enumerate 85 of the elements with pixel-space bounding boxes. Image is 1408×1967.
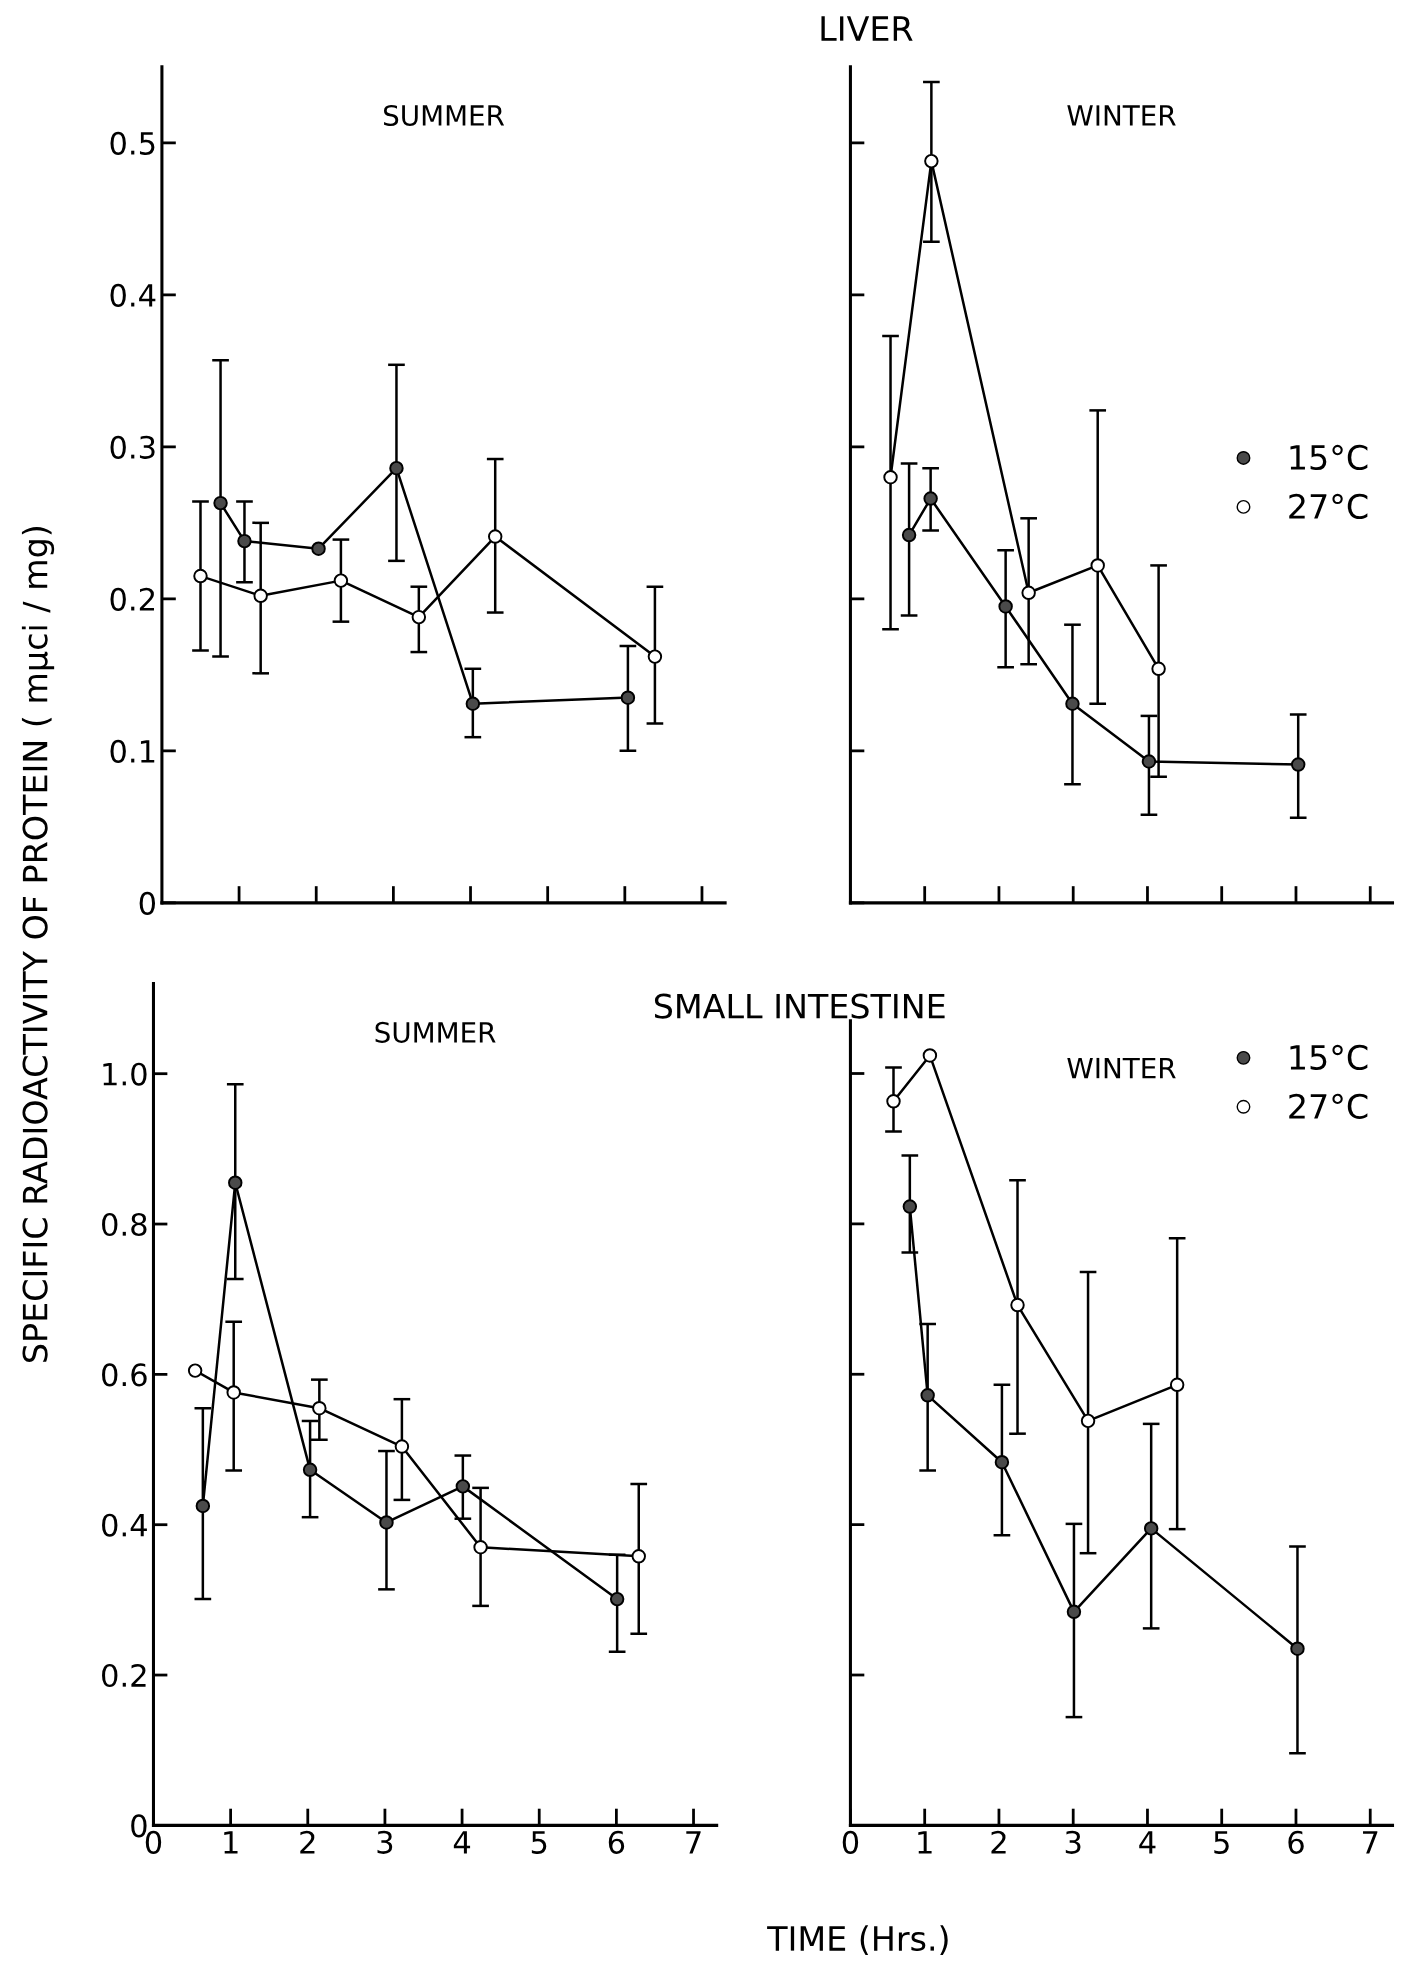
y-tick-label: 0.2 <box>110 587 154 611</box>
point <box>394 1439 410 1454</box>
x-tick-label: 7 <box>686 1831 701 1854</box>
point <box>1010 1297 1025 1313</box>
point <box>1143 1521 1159 1536</box>
x-tick-label: 6 <box>1288 1830 1304 1854</box>
legend-label: 15°C <box>1290 1044 1368 1071</box>
x-tick-label: 3 <box>1065 1830 1081 1854</box>
legend-label: 27°C <box>1289 1093 1368 1119</box>
x-tick-label: 2 <box>300 1830 315 1854</box>
point <box>920 1388 935 1403</box>
point <box>195 1498 211 1514</box>
point <box>312 1400 327 1416</box>
x-tick-label: 6 <box>608 1830 625 1854</box>
y-tick-label: 0.1 <box>110 739 155 763</box>
y-tick-label: 1.0 <box>103 1062 147 1086</box>
y-axis-title: SPECIFIC RADIOACTIVITY OF PROTEIN ( mμci / mg) <box>21 527 55 1362</box>
point <box>922 1048 938 1063</box>
y-tick-label: 0.2 <box>102 1663 146 1688</box>
y-tick-label: 0.5 <box>110 131 155 155</box>
x-tick-label: 1 <box>224 1831 238 1854</box>
point <box>883 470 898 485</box>
point <box>187 1363 203 1378</box>
y-tick-label: 0.4 <box>110 283 156 307</box>
point <box>620 690 636 705</box>
point <box>647 649 663 664</box>
point <box>193 568 208 584</box>
point <box>902 1199 918 1214</box>
point <box>228 1175 243 1190</box>
point <box>1021 585 1036 600</box>
point <box>1290 1641 1305 1656</box>
point <box>1065 696 1080 711</box>
y-tick-label: 0.3 <box>110 435 155 459</box>
point <box>923 491 938 506</box>
point <box>379 1515 394 1530</box>
x-axis-title: TIME (Hrs.) <box>767 1925 948 1956</box>
point <box>253 588 268 604</box>
legend-label: 27°C <box>1289 493 1368 519</box>
point <box>411 609 427 625</box>
point <box>631 1549 646 1564</box>
point <box>465 696 481 711</box>
point <box>1090 558 1105 573</box>
point <box>886 1094 901 1109</box>
point <box>1169 1377 1185 1392</box>
y-tick-label: 0.8 <box>102 1212 147 1237</box>
x-tick-label: 1 <box>918 1831 932 1854</box>
point <box>455 1479 471 1494</box>
point <box>302 1462 318 1478</box>
point <box>1066 1604 1082 1620</box>
point <box>1141 754 1157 769</box>
x-tick-label: 3 <box>377 1830 393 1854</box>
point <box>213 495 228 511</box>
point <box>609 1591 625 1607</box>
y-tick-label: 0.4 <box>102 1513 147 1537</box>
y-tick-label: 0 <box>139 891 156 915</box>
point <box>998 599 1013 614</box>
point <box>226 1385 241 1400</box>
point <box>1080 1413 1096 1429</box>
point <box>994 1455 1010 1470</box>
text: WINTER <box>1067 1057 1176 1079</box>
x-tick-label: 4 <box>453 1831 471 1854</box>
point <box>924 153 939 169</box>
text: SUMMER <box>375 1021 496 1043</box>
x-tick-label: 7 <box>1363 1831 1378 1854</box>
point <box>237 533 252 549</box>
point <box>487 529 503 544</box>
x-tick-label: 2 <box>991 1830 1006 1854</box>
x-tick-label: 5 <box>1214 1831 1229 1854</box>
legend-label: 15°C <box>1290 444 1368 471</box>
text: LIVER <box>821 16 913 41</box>
x-tick-label: 4 <box>1139 1831 1156 1854</box>
text: WINTER <box>1067 105 1176 126</box>
y-tick-label: 0.6 <box>102 1363 147 1387</box>
point <box>389 460 404 476</box>
point <box>311 541 326 556</box>
x-tick-label: 5 <box>531 1831 547 1854</box>
text: SUMMER <box>383 104 505 126</box>
annotation: SMALL INTESTINE <box>654 993 945 1019</box>
x-tick-label: 0 <box>842 1830 859 1854</box>
point <box>1290 757 1306 772</box>
point <box>1151 661 1166 676</box>
point <box>473 1540 488 1555</box>
point <box>901 527 917 543</box>
y-tick-label: 0 <box>131 1814 147 1838</box>
point <box>333 573 349 588</box>
